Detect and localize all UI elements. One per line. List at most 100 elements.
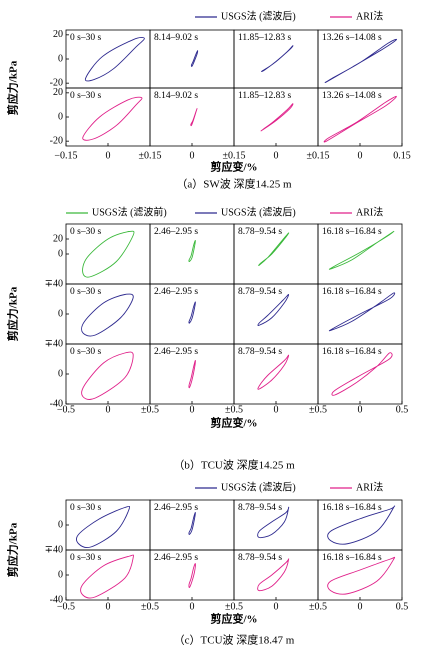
time-window: 16.18 s–16.84 s (322, 347, 382, 357)
hysteresis-loop (327, 556, 396, 595)
y-tick-label: ∓40 (45, 278, 63, 289)
x-tick-label: ±0.5 (309, 404, 327, 415)
time-window: 2.46–2.95 s (154, 503, 198, 513)
hysteresis-loop (327, 505, 396, 545)
x-tick-label: 0 (274, 150, 279, 161)
x-tick-label: 0 (274, 404, 279, 415)
x-tick-label: −0.5 (57, 404, 75, 415)
x-tick-label: ±0.5 (225, 404, 243, 415)
caption: （c）TCU波 深度18.47 m (174, 633, 295, 647)
x-tick-label: −0.15 (54, 150, 77, 161)
x-tick-label: 0 (190, 404, 195, 415)
hysteresis-loop (331, 352, 393, 396)
legend-label: ARI法 (356, 480, 383, 493)
time-window: 8.14–9.02 s (154, 91, 198, 101)
hysteresis-loop (257, 506, 290, 539)
caption: （a）SW波 深度14.25 m (176, 177, 292, 191)
hysteresis-loop (82, 96, 143, 141)
x-tick-label: ±0.5 (225, 601, 243, 612)
x-tick-label: 0.15 (393, 150, 411, 161)
x-tick-label: ±0.15 (307, 150, 330, 161)
y-axis-label: 剪应力/kPa (6, 286, 20, 341)
x-tick-label: 0 (190, 150, 195, 161)
time-window: 0 s–30 s (70, 91, 101, 101)
hysteresis-loop (257, 558, 290, 592)
time-window: 8.78–9.54 s (238, 287, 282, 297)
panel-frame (317, 343, 403, 405)
legend-label: USGS法 (滤波后) (221, 205, 296, 218)
time-window: 16.18 s–16.84 s (322, 503, 382, 513)
panel-frame (317, 549, 403, 601)
hysteresis-loop (257, 294, 290, 326)
hysteresis-loop (190, 50, 199, 67)
hysteresis-loop (82, 230, 135, 278)
time-window: 13.26 s–14.08 s (322, 33, 382, 43)
time-window: 2.46–2.95 s (154, 287, 198, 297)
time-window: 11.85–12.83 s (238, 91, 292, 101)
x-tick-label: 0 (190, 601, 195, 612)
hysteresis-loop (324, 38, 398, 84)
hysteresis-loop (260, 103, 294, 132)
time-window: 0 s–30 s (70, 347, 101, 357)
hysteresis-loop (261, 45, 294, 73)
y-tick-label: ∓40 (45, 544, 63, 555)
y-tick-label: 0 (58, 569, 63, 580)
hysteresis-loop (188, 563, 196, 589)
hysteresis-loop (328, 292, 396, 332)
y-tick-label: 20 (53, 29, 63, 40)
time-window: 8.78–9.54 s (238, 553, 282, 563)
time-window: 0 s–30 s (70, 503, 101, 513)
y-tick-label: ∓40 (45, 338, 63, 349)
y-tick-label: 0 (58, 519, 63, 530)
y-tick-label: -20 (50, 135, 63, 146)
hysteresis-loop (188, 512, 196, 535)
y-tick-label: 20 (53, 87, 63, 98)
time-window: 0 s–30 s (70, 287, 101, 297)
x-tick-label: 0 (106, 404, 111, 415)
x-tick-label: 0 (358, 404, 363, 415)
x-tick-label: ±0.5 (141, 601, 159, 612)
hysteresis-loop (188, 360, 196, 389)
x-tick-label: 0 (106, 150, 111, 161)
y-tick-label: 0 (58, 111, 63, 122)
legend-label: USGS法 (滤波后) (221, 480, 296, 493)
x-tick-label: 0 (106, 601, 111, 612)
y-tick-label: 0 (58, 308, 63, 319)
y-tick-label: 0 (58, 53, 63, 64)
hysteresis-loop (81, 293, 134, 337)
time-window: 11.85–12.83 s (238, 33, 292, 43)
x-tick-label: ±0.15 (139, 150, 162, 161)
time-window: 0 s–30 s (70, 553, 101, 563)
x-tick-label: −0.5 (57, 601, 75, 612)
time-window: 2.46–2.95 s (154, 347, 198, 357)
legend-label: ARI法 (356, 205, 383, 218)
x-tick-label: ±0.5 (309, 601, 327, 612)
x-axis-label: 剪应变/% (210, 416, 257, 430)
time-window: 13.26 s–14.08 s (322, 91, 382, 101)
hysteresis-loop (84, 37, 145, 82)
legend-label: USGS法 (滤波后) (221, 9, 296, 22)
hysteresis-loop (80, 554, 134, 599)
hysteresis-loop (323, 95, 397, 143)
time-window: 2.46–2.95 s (154, 227, 198, 237)
panel-frame (317, 87, 403, 147)
x-tick-label: 0 (358, 601, 363, 612)
x-axis-label: 剪应变/% (210, 160, 257, 174)
y-axis-label: 剪应力/kPa (6, 60, 20, 115)
legend-label: ARI法 (356, 9, 383, 22)
x-tick-label: 0.5 (396, 404, 409, 415)
time-window: 8.78–9.54 s (238, 227, 282, 237)
hysteresis-loop (257, 354, 290, 390)
hysteresis-loop (188, 301, 196, 324)
x-axis-label: 剪应变/% (210, 612, 257, 626)
hysteresis-loop (76, 505, 131, 549)
x-tick-label: 0.5 (396, 601, 409, 612)
time-window: 8.14–9.02 s (154, 33, 198, 43)
y-tick-label: 20 (53, 233, 63, 244)
x-tick-label: ±0.5 (141, 404, 159, 415)
time-window: 8.78–9.54 s (238, 347, 282, 357)
time-window: 8.78–9.54 s (238, 503, 282, 513)
y-tick-label: -20 (50, 77, 63, 88)
caption: （b）TCU波 深度14.25 m (173, 458, 295, 472)
